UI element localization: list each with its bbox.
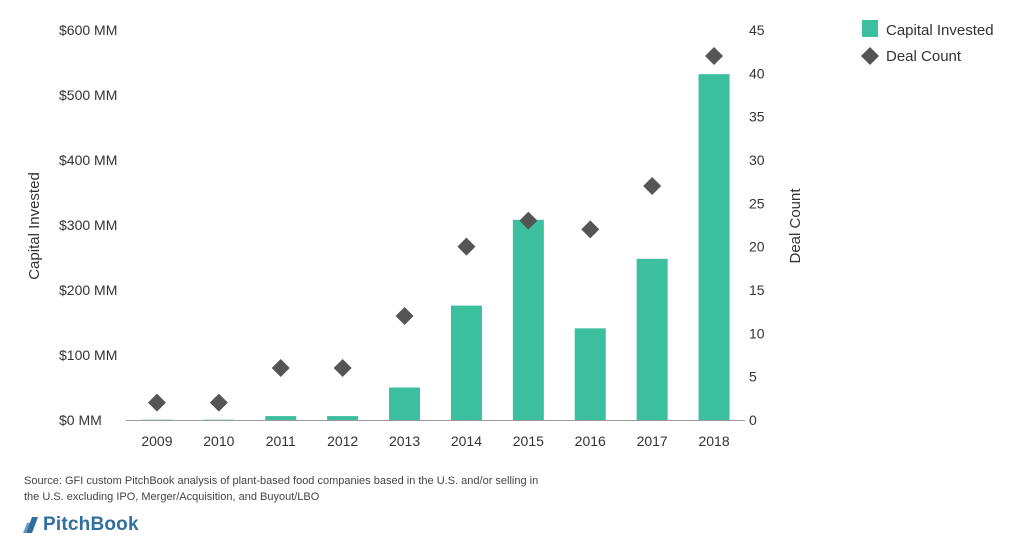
y2-tick-label: 45 [749,22,765,38]
bar-2012 [327,416,359,420]
deal-count-marker-2009 [147,393,166,412]
x-tick-label: 2015 [513,433,544,449]
legend: Capital Invested Deal Count [861,20,994,65]
y-tick-label: $400 MM [59,152,117,168]
y2-tick-label: 20 [749,239,765,255]
y2-tick-label: 10 [749,325,765,341]
x-tick-label: 2013 [389,433,420,449]
x-tick-label: 2016 [575,433,606,449]
x-tick-label: 2010 [203,433,234,449]
bar-2011 [265,416,297,420]
y-tick-label: $0 MM [59,412,102,428]
x-tick-label: 2017 [637,433,668,449]
deal-count-marker-2014 [457,237,476,256]
deal-count-marker-2018 [705,47,724,65]
bar-2009 [141,419,173,421]
legend-bar-label: Capital Invested [886,22,994,39]
x-tick-labels: 2009 2010 2011 2012 2013 2014 2015 2016 2017 2018 [141,433,729,449]
y-tick-label: $200 MM [59,282,117,298]
y2-tick-labels: 0 5 10 15 20 25 30 35 40 45 [749,22,765,428]
y-tick-label: $600 MM [59,22,117,38]
deal-count-marker-2013 [395,307,414,325]
y2-tick-label: 30 [749,152,765,168]
bar-2017 [636,258,668,420]
x-tick-label: 2014 [451,433,482,449]
y2-tick-label: 0 [749,412,757,428]
bar-series [141,74,730,421]
y2-tick-label: 40 [749,65,765,81]
legend-marker-label: Deal Count [886,48,962,65]
pitchbook-logo-icon [23,517,38,533]
deal-count-marker-2017 [643,177,662,195]
bar-2013 [389,387,421,420]
legend-bar-swatch [862,20,878,37]
marker-series [147,47,724,412]
x-tick-label: 2011 [266,433,296,449]
deal-count-marker-2012 [333,359,352,377]
pitchbook-logo: PitchBook [22,514,139,536]
bar-2018 [698,74,730,420]
y-axis-title: Capital Invested [26,172,43,280]
deal-count-marker-2016 [581,220,600,239]
y2-axis-title: Deal Count [787,188,804,264]
y-tick-label: $500 MM [59,87,117,103]
y2-tick-label: 25 [749,195,765,211]
legend-diamond-icon [861,47,879,65]
bar-2010 [203,419,235,421]
x-tick-label: 2009 [141,433,172,449]
y2-tick-label: 5 [749,369,757,385]
x-tick-label: 2012 [327,433,358,449]
deal-count-marker-2015 [519,211,538,230]
deal-count-marker-2011 [271,359,290,377]
x-tick-label: 2018 [698,433,729,449]
logo-text: PitchBook [43,514,139,535]
y2-tick-label: 15 [749,282,765,298]
bar-2014 [450,305,482,420]
source-note: Source: GFI custom PitchBook analysis of… [24,475,539,503]
y-tick-label: $300 MM [59,217,117,233]
y2-tick-label: 35 [749,109,765,125]
bar-2016 [574,328,606,420]
deal-count-marker-2010 [209,393,228,412]
bar-2015 [512,219,544,420]
y-tick-labels: $0 MM $100 MM $200 MM $300 MM $400 MM $500 MM… [59,22,117,428]
y-tick-label: $100 MM [59,347,117,363]
